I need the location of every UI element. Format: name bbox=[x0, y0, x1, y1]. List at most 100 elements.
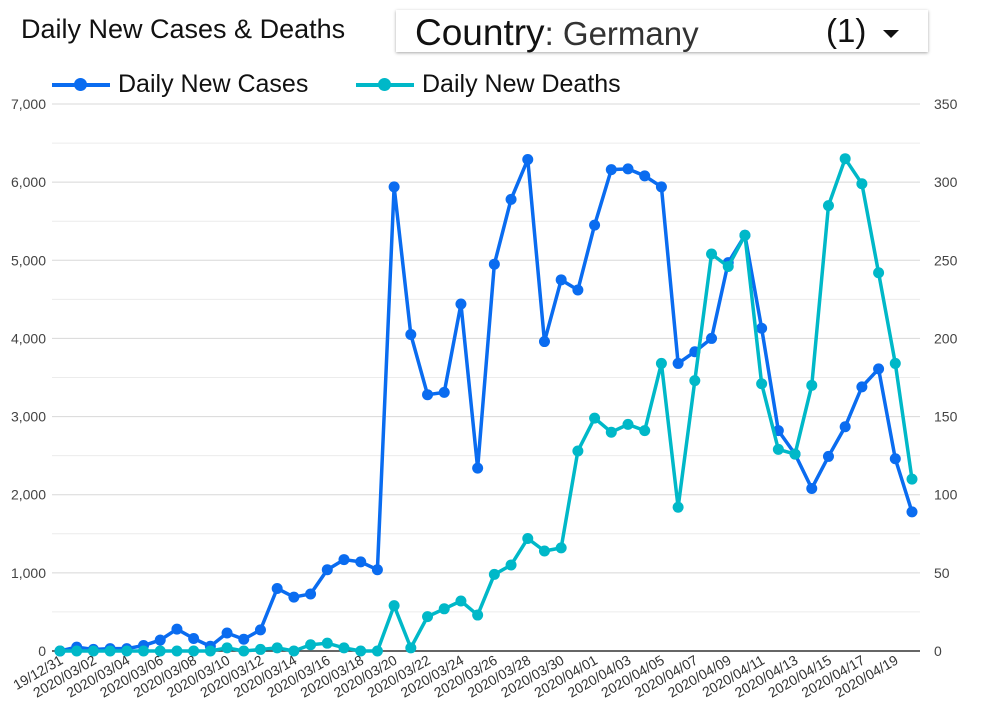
left-axis-tick-label: 0 bbox=[38, 643, 46, 659]
data-point-deaths bbox=[605, 426, 617, 438]
data-point-deaths bbox=[405, 642, 417, 654]
data-point-cases bbox=[572, 284, 584, 296]
data-point-cases bbox=[889, 453, 901, 465]
data-point-cases bbox=[422, 389, 434, 401]
data-point-cases bbox=[371, 564, 383, 576]
data-point-deaths bbox=[422, 611, 434, 623]
data-point-deaths bbox=[856, 178, 868, 190]
data-point-deaths bbox=[388, 600, 400, 612]
data-point-deaths bbox=[772, 443, 784, 455]
right-axis-tick-label: 250 bbox=[934, 252, 958, 268]
right-axis-tick-label: 300 bbox=[934, 174, 958, 190]
country-label-text: Country bbox=[415, 12, 545, 53]
data-point-cases bbox=[839, 421, 851, 433]
data-point-cases bbox=[672, 357, 684, 369]
legend-item-deaths[interactable]: Daily New Deaths bbox=[356, 70, 621, 99]
data-point-deaths bbox=[906, 473, 918, 485]
dropdown-arrow-icon[interactable] bbox=[883, 30, 899, 38]
data-point-deaths bbox=[572, 445, 584, 457]
data-point-deaths bbox=[889, 357, 901, 369]
data-point-deaths bbox=[221, 642, 233, 654]
data-point-deaths bbox=[522, 532, 534, 544]
data-point-deaths bbox=[104, 645, 116, 657]
data-point-cases bbox=[438, 386, 450, 398]
data-point-deaths bbox=[789, 448, 801, 460]
data-point-deaths bbox=[87, 645, 99, 657]
data-point-cases bbox=[706, 332, 718, 344]
data-point-cases bbox=[906, 506, 918, 518]
data-point-deaths bbox=[655, 357, 667, 369]
data-point-cases bbox=[538, 336, 550, 348]
legend-swatch-cases bbox=[52, 74, 110, 96]
data-point-cases bbox=[522, 153, 534, 165]
data-point-deaths bbox=[639, 425, 651, 437]
data-point-cases bbox=[622, 163, 634, 175]
data-point-deaths bbox=[171, 645, 183, 657]
data-point-cases bbox=[639, 170, 651, 182]
left-axis-tick-label: 5,000 bbox=[11, 252, 46, 268]
country-filter-dropdown[interactable]: Country: Germany (1) bbox=[396, 10, 928, 53]
data-point-cases bbox=[288, 591, 300, 603]
data-point-deaths bbox=[722, 261, 734, 273]
data-point-deaths bbox=[689, 375, 701, 387]
right-axis-tick-label: 350 bbox=[934, 96, 958, 112]
data-point-deaths bbox=[589, 412, 601, 424]
data-point-cases bbox=[856, 381, 868, 393]
data-point-deaths bbox=[706, 248, 718, 260]
legend-swatch-deaths bbox=[356, 74, 414, 96]
data-point-deaths bbox=[756, 378, 768, 390]
data-point-deaths bbox=[321, 637, 333, 649]
data-point-cases bbox=[806, 482, 818, 494]
right-axis-tick-label: 0 bbox=[934, 643, 942, 659]
data-point-deaths bbox=[538, 545, 550, 557]
country-filter-label: Country: Germany bbox=[415, 12, 699, 53]
data-point-cases bbox=[488, 258, 500, 270]
data-point-deaths bbox=[455, 595, 467, 607]
data-point-cases bbox=[355, 556, 367, 568]
data-point-deaths bbox=[806, 379, 818, 391]
country-value: Germany bbox=[562, 15, 699, 52]
data-point-cases bbox=[873, 363, 885, 375]
legend-label-deaths: Daily New Deaths bbox=[422, 70, 621, 98]
data-point-deaths bbox=[488, 568, 500, 580]
left-axis-tick-label: 2,000 bbox=[11, 487, 46, 503]
data-point-cases bbox=[589, 219, 601, 231]
legend-label-cases: Daily New Cases bbox=[118, 70, 309, 98]
data-point-deaths bbox=[338, 642, 350, 654]
data-point-cases bbox=[188, 632, 200, 644]
data-point-cases bbox=[555, 274, 567, 286]
data-point-cases bbox=[305, 588, 317, 600]
data-point-deaths bbox=[839, 153, 851, 165]
data-point-cases bbox=[388, 181, 400, 193]
data-point-deaths bbox=[438, 603, 450, 615]
series-line-cases bbox=[59, 157, 914, 653]
left-axis-tick-label: 6,000 bbox=[11, 174, 46, 190]
left-axis-tick-label: 3,000 bbox=[11, 409, 46, 425]
data-point-deaths bbox=[121, 645, 133, 657]
data-point-cases bbox=[455, 298, 467, 310]
data-point-deaths bbox=[355, 645, 367, 657]
data-point-cases bbox=[655, 181, 667, 193]
data-point-deaths bbox=[505, 559, 517, 571]
left-axis-tick-label: 7,000 bbox=[11, 96, 46, 112]
legend-item-cases[interactable]: Daily New Cases bbox=[52, 70, 308, 99]
left-axis-tick-label: 1,000 bbox=[11, 565, 46, 581]
data-point-deaths bbox=[672, 501, 684, 513]
data-point-cases bbox=[405, 329, 417, 341]
data-point-deaths bbox=[238, 645, 250, 657]
series-line-deaths bbox=[60, 156, 914, 653]
data-point-deaths bbox=[288, 645, 300, 657]
data-point-cases bbox=[221, 627, 233, 639]
data-point-cases bbox=[756, 322, 768, 334]
data-point-cases bbox=[271, 582, 283, 594]
data-point-deaths bbox=[739, 229, 751, 241]
data-point-deaths bbox=[204, 645, 216, 657]
right-axis-tick-label: 150 bbox=[934, 409, 958, 425]
data-point-cases bbox=[154, 634, 166, 646]
data-point-deaths bbox=[54, 645, 66, 657]
data-point-deaths bbox=[873, 267, 885, 279]
data-point-cases bbox=[472, 462, 484, 474]
chart-title: Daily New Cases & Deaths bbox=[21, 14, 346, 44]
data-point-deaths bbox=[472, 609, 484, 621]
